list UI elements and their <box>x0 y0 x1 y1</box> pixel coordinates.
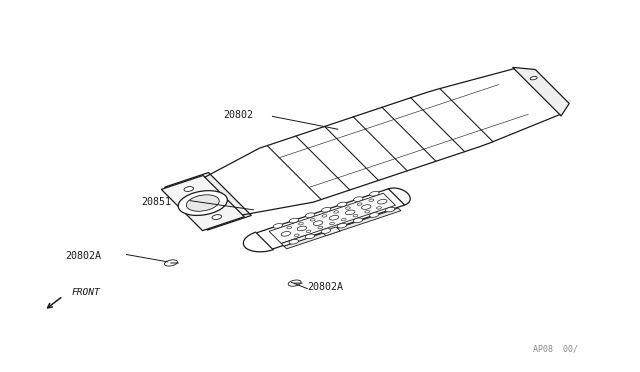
Ellipse shape <box>353 197 363 201</box>
Ellipse shape <box>184 187 193 192</box>
Ellipse shape <box>321 208 331 212</box>
Polygon shape <box>513 67 569 116</box>
Ellipse shape <box>273 224 283 228</box>
Ellipse shape <box>337 202 347 207</box>
Ellipse shape <box>369 199 374 202</box>
Ellipse shape <box>294 234 300 237</box>
Ellipse shape <box>369 213 379 217</box>
Ellipse shape <box>337 223 347 228</box>
Ellipse shape <box>333 211 339 213</box>
Ellipse shape <box>365 211 370 213</box>
Ellipse shape <box>322 215 327 217</box>
Polygon shape <box>281 235 309 246</box>
Ellipse shape <box>530 77 537 80</box>
Ellipse shape <box>289 240 298 244</box>
Ellipse shape <box>330 222 335 225</box>
Ellipse shape <box>306 230 311 232</box>
Ellipse shape <box>288 280 301 286</box>
Ellipse shape <box>310 219 315 221</box>
Polygon shape <box>161 176 244 231</box>
Polygon shape <box>269 193 396 243</box>
Text: 20802A: 20802A <box>307 282 343 292</box>
Text: AP08  00/: AP08 00/ <box>532 344 577 353</box>
Ellipse shape <box>305 234 315 239</box>
Ellipse shape <box>357 203 362 205</box>
Polygon shape <box>205 69 560 215</box>
Text: FRONT: FRONT <box>71 288 100 297</box>
Ellipse shape <box>330 215 339 220</box>
Text: 20851: 20851 <box>141 198 171 208</box>
Text: 20802A: 20802A <box>65 251 101 261</box>
Ellipse shape <box>212 215 221 219</box>
Ellipse shape <box>313 221 323 225</box>
Polygon shape <box>257 189 404 249</box>
Ellipse shape <box>378 199 387 204</box>
Ellipse shape <box>362 205 371 209</box>
Ellipse shape <box>164 260 177 266</box>
Ellipse shape <box>321 229 331 233</box>
Ellipse shape <box>281 231 291 236</box>
Ellipse shape <box>298 222 303 225</box>
Ellipse shape <box>346 207 350 209</box>
Ellipse shape <box>346 210 355 215</box>
Ellipse shape <box>305 213 315 218</box>
Ellipse shape <box>353 215 358 217</box>
Text: 20802: 20802 <box>223 109 253 119</box>
Ellipse shape <box>186 195 220 211</box>
Ellipse shape <box>353 218 363 222</box>
Ellipse shape <box>370 192 379 196</box>
Ellipse shape <box>289 218 299 223</box>
Polygon shape <box>322 227 340 236</box>
Ellipse shape <box>287 227 292 229</box>
Ellipse shape <box>297 226 307 231</box>
Ellipse shape <box>376 207 381 209</box>
Ellipse shape <box>385 207 395 212</box>
Ellipse shape <box>341 218 346 221</box>
Ellipse shape <box>318 226 323 229</box>
Polygon shape <box>284 208 401 249</box>
Polygon shape <box>164 173 252 230</box>
Ellipse shape <box>178 191 227 215</box>
